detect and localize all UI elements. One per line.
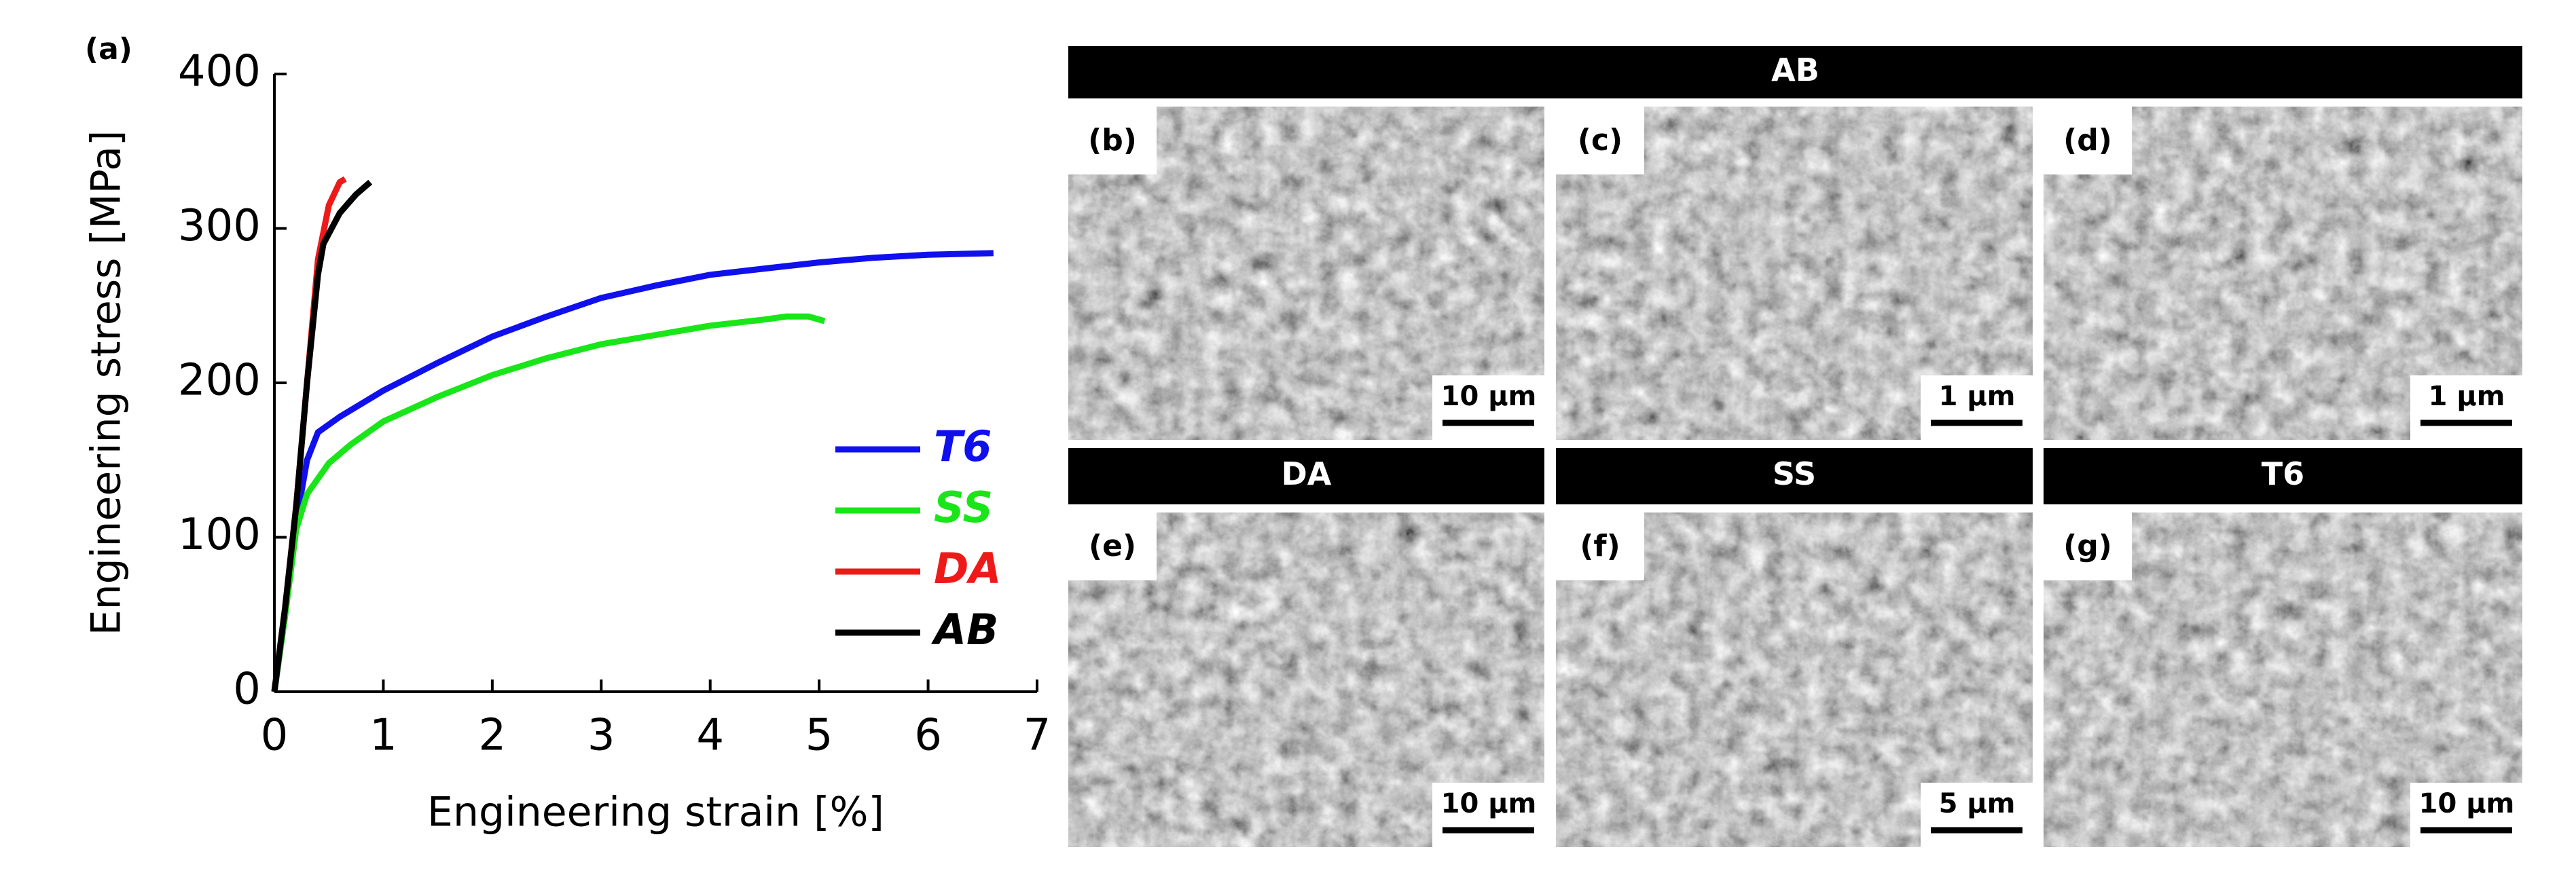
- data-line: [271, 313, 826, 692]
- x-tick-label: 5: [805, 711, 833, 761]
- label-box: [2044, 513, 2132, 580]
- scale-label: 10 µm: [1441, 381, 1537, 412]
- x-tick-label: 1: [369, 711, 397, 761]
- scale-label: 5 µm: [1939, 788, 2016, 819]
- data-line: [271, 250, 994, 692]
- x-tick-label: 0: [261, 711, 289, 761]
- group-title: AB: [1771, 52, 1819, 88]
- label-box: [2044, 107, 2132, 174]
- scale-box: [1432, 375, 1544, 440]
- scale-box: [1921, 375, 2033, 440]
- scale-box: [1432, 783, 1544, 847]
- panel-label: (e): [1089, 529, 1136, 563]
- x-tick-label: 2: [478, 711, 506, 761]
- label-box: [1068, 107, 1157, 174]
- panel-label: (g): [2063, 529, 2112, 563]
- scale-label: 10 µm: [2419, 788, 2515, 819]
- panel-label: (a): [85, 32, 132, 67]
- group-header: [2044, 448, 2522, 504]
- y-tick-label: 200: [178, 356, 261, 406]
- y-tick-label: 400: [178, 47, 261, 97]
- x-tick-label: 6: [914, 711, 942, 761]
- x-tick-label: 4: [696, 711, 724, 761]
- label-box: [1068, 513, 1157, 580]
- panel-label: (c): [1578, 123, 1622, 157]
- group-title: T6: [2262, 455, 2304, 492]
- legend-label: SS: [934, 483, 993, 532]
- panel-label: (f): [1580, 529, 1620, 563]
- x-tick-label: 7: [1023, 711, 1051, 761]
- panel-label: (b): [1088, 123, 1137, 157]
- group-header: [1556, 448, 2033, 504]
- group-title: SS: [1773, 455, 1816, 492]
- group-title: DA: [1282, 455, 1332, 492]
- scale-box: [1921, 783, 2033, 847]
- scale-box: [2410, 783, 2522, 847]
- group-header: [1068, 448, 1544, 504]
- scale-label: 1 µm: [1939, 381, 2016, 412]
- y-tick-label: 0: [233, 665, 261, 715]
- data-line: [271, 179, 373, 692]
- legend-label: DA: [934, 544, 1001, 593]
- panel-label: (d): [2063, 123, 2112, 157]
- y-tick-label: 100: [178, 510, 261, 560]
- legend-label: AB: [930, 605, 998, 654]
- scale-label: 1 µm: [2429, 381, 2505, 412]
- group-header: [1068, 46, 2522, 98]
- label-box: [1556, 513, 1644, 580]
- scale-box: [2410, 375, 2522, 440]
- y-axis-title: Engineering stress [MPa]: [83, 130, 130, 636]
- label-box: [1556, 107, 1644, 174]
- y-tick-label: 300: [178, 201, 261, 251]
- x-axis-title: Engineering strain [%]: [427, 789, 884, 836]
- scale-label: 10 µm: [1441, 788, 1537, 819]
- x-tick-label: 3: [587, 711, 615, 761]
- legend-label: T6: [934, 422, 992, 471]
